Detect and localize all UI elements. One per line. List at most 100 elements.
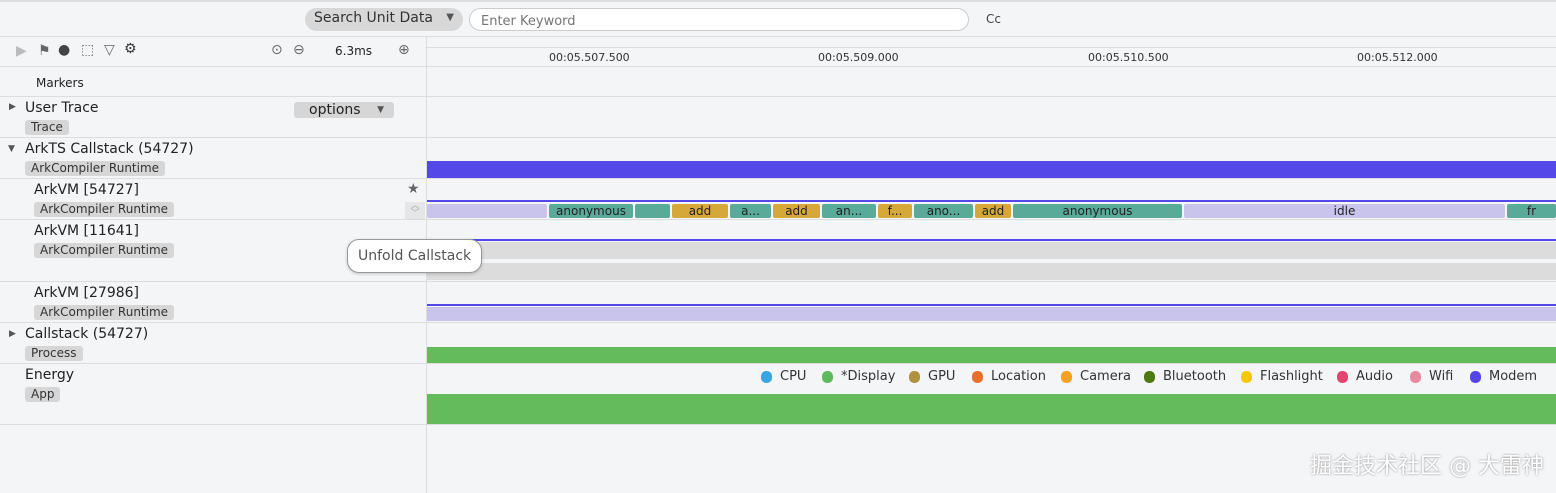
row-tag: ArkCompiler Runtime	[34, 202, 175, 217]
row-title: User Trace	[25, 100, 99, 116]
row-title: Energy	[25, 367, 75, 383]
callstack-slice[interactable]: idle	[1184, 204, 1505, 218]
zoom-in-icon[interactable]: ⊕	[398, 42, 410, 58]
time-tick: 00:05.509.000	[818, 51, 899, 64]
callstack-slice[interactable]: an...	[822, 204, 876, 218]
energy-row	[0, 364, 1556, 425]
callstack-slice[interactable]: add	[975, 204, 1011, 218]
markers-row	[0, 67, 1556, 97]
track-line	[427, 200, 1556, 202]
legend-swatch	[909, 370, 920, 383]
legend-item[interactable]: Camera	[1061, 369, 1131, 384]
track-bar	[427, 242, 1556, 259]
expand-icon[interactable]: ▶	[9, 329, 16, 339]
callstack-slice[interactable]: add	[773, 204, 820, 218]
time-tick: 00:05.512.000	[1357, 51, 1438, 64]
legend-item[interactable]: Modem	[1470, 369, 1537, 384]
energy-track[interactable]	[427, 394, 1556, 424]
row-tag: App	[25, 387, 61, 402]
arkvm-54727-row	[0, 179, 1556, 220]
collapse-icon[interactable]: ▼	[8, 144, 15, 154]
search-type-label: Search Unit Data	[314, 10, 433, 26]
time-tick: 00:05.507.500	[549, 51, 630, 64]
callstack-slice[interactable]: fr	[1507, 204, 1556, 218]
row-title: ArkTS Callstack (54727)	[25, 141, 194, 157]
zoom-out-icon[interactable]: ⊖	[293, 42, 305, 58]
chevron-down-icon: ▼	[377, 105, 384, 115]
legend-item[interactable]: Location	[972, 369, 1046, 384]
legend-item[interactable]: *Display	[822, 369, 895, 384]
track-line	[427, 239, 1556, 241]
legend-swatch	[1470, 370, 1481, 383]
legend-label: Wifi	[1429, 369, 1454, 384]
row-tag: ArkCompiler Runtime	[34, 305, 175, 320]
callstack-slice[interactable]: ano...	[914, 204, 973, 218]
legend-label: Location	[991, 369, 1046, 384]
callstack-row	[0, 323, 1556, 364]
record-icon[interactable]: ●	[58, 42, 71, 58]
row-title: ArkVM [27986]	[34, 285, 140, 301]
filter-icon[interactable]: ▽	[104, 42, 115, 58]
keyword-input[interactable]	[469, 8, 969, 31]
row-tag: ArkCompiler Runtime	[25, 161, 166, 176]
track-bar	[427, 307, 1556, 321]
callstack-slice[interactable]: anonymous	[1013, 204, 1182, 218]
markers-label: Markers	[36, 76, 84, 90]
legend-item[interactable]: Audio	[1337, 369, 1393, 384]
legend-item[interactable]: CPU	[761, 369, 806, 384]
row-title: ArkVM [11641]	[34, 223, 140, 239]
process-track[interactable]	[427, 347, 1556, 363]
callstack-slice[interactable]: a...	[730, 204, 771, 218]
row-title: ArkVM [54727]	[34, 182, 140, 198]
gear-icon[interactable]: ⚙	[124, 41, 137, 57]
flag-icon[interactable]: ⚑	[38, 43, 51, 59]
legend-label: Flashlight	[1260, 369, 1323, 384]
callstack-slice[interactable]	[635, 204, 670, 218]
unfold-callstack-button[interactable]: ︿ ﹀	[405, 202, 425, 219]
legend-item[interactable]: Wifi	[1410, 369, 1453, 384]
legend-label: Audio	[1356, 369, 1393, 384]
legend-swatch	[1410, 370, 1421, 383]
row-tag: ArkCompiler Runtime	[34, 243, 175, 258]
callstack-slice[interactable]: anonymous	[549, 204, 633, 218]
import-icon[interactable]: ⬚	[81, 42, 95, 58]
legend-item[interactable]: GPU	[909, 369, 955, 384]
user-trace-row	[0, 97, 1556, 138]
legend-swatch	[761, 370, 772, 383]
legend-swatch	[972, 370, 983, 383]
toolbar-row	[0, 37, 1556, 67]
legend-swatch	[1144, 370, 1155, 383]
legend-label: CPU	[780, 369, 807, 384]
legend-swatch	[1337, 370, 1348, 383]
arkts-track[interactable]	[427, 161, 1556, 178]
legend-label: Camera	[1080, 369, 1132, 384]
legend-item[interactable]: Bluetooth	[1144, 369, 1226, 384]
chevron-down-icon: ▼	[446, 12, 454, 23]
legend-swatch	[1241, 370, 1252, 383]
legend-swatch	[1061, 370, 1072, 383]
row-tag: Trace	[25, 120, 69, 135]
reset-icon[interactable]: ⊙	[271, 42, 283, 58]
search-type-dropdown[interactable]: Search Unit Data ▼	[305, 8, 463, 31]
legend-swatch	[822, 370, 833, 383]
watermark: 掘金技术社区 @ 大雷神	[1310, 454, 1544, 479]
arkvm-11641-row	[0, 220, 1556, 282]
arkvm-27986-row	[0, 282, 1556, 323]
tooltip: Unfold Callstack	[347, 239, 482, 273]
callstack-slice[interactable]	[427, 204, 547, 218]
time-tick: 00:05.510.500	[1088, 51, 1169, 64]
star-icon[interactable]: ★	[407, 181, 420, 197]
callstack-slice[interactable]: f...	[878, 204, 912, 218]
play-icon[interactable]: ▶	[16, 43, 27, 59]
zoom-value: 6.3ms	[335, 44, 373, 58]
options-label: options	[309, 102, 361, 118]
options-dropdown[interactable]: options ▼	[294, 102, 394, 118]
legend-label: Modem	[1489, 369, 1538, 384]
legend-item[interactable]: Flashlight	[1241, 369, 1323, 384]
callstack-slice[interactable]: add	[672, 204, 728, 218]
time-ruler	[427, 40, 1556, 48]
track-bar	[427, 263, 1556, 280]
expand-icon[interactable]: ▶	[9, 102, 16, 112]
legend-label: Bluetooth	[1163, 369, 1227, 384]
case-sensitive-toggle[interactable]: Cc	[986, 12, 1001, 26]
